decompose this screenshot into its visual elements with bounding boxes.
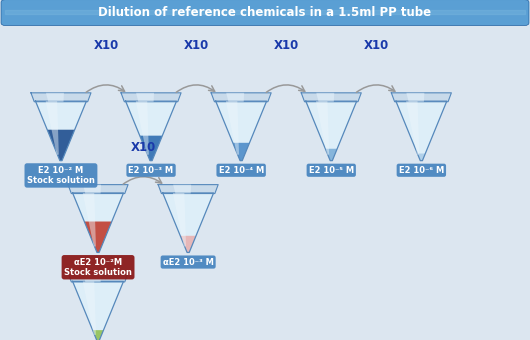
Polygon shape <box>126 101 176 160</box>
Polygon shape <box>5 10 525 14</box>
Text: E2 10⁻² M
Stock solution: E2 10⁻² M Stock solution <box>27 166 95 185</box>
Polygon shape <box>233 143 250 160</box>
Polygon shape <box>46 93 64 102</box>
Polygon shape <box>211 93 271 102</box>
Polygon shape <box>216 101 267 160</box>
Polygon shape <box>68 273 128 282</box>
Text: X10: X10 <box>273 39 299 52</box>
Polygon shape <box>46 101 59 155</box>
Polygon shape <box>391 93 452 102</box>
Polygon shape <box>93 330 103 340</box>
Polygon shape <box>73 282 123 340</box>
Polygon shape <box>121 93 181 102</box>
Polygon shape <box>306 101 357 160</box>
Polygon shape <box>173 185 191 193</box>
Text: E2 10⁻³ M: E2 10⁻³ M <box>128 166 174 175</box>
Polygon shape <box>407 93 425 102</box>
Polygon shape <box>417 153 426 160</box>
Text: αE2 10⁻²M
Stock solution: αE2 10⁻²M Stock solution <box>64 258 132 277</box>
Text: E2 10⁻⁴ M: E2 10⁻⁴ M <box>218 166 264 175</box>
Polygon shape <box>47 130 75 160</box>
Polygon shape <box>68 185 128 193</box>
Polygon shape <box>406 101 419 155</box>
Polygon shape <box>158 185 218 193</box>
Polygon shape <box>301 93 361 102</box>
Text: E2 10⁻⁵ M: E2 10⁻⁵ M <box>308 166 354 175</box>
Polygon shape <box>316 93 334 102</box>
Polygon shape <box>83 193 96 246</box>
Polygon shape <box>140 136 162 160</box>
Polygon shape <box>36 101 86 160</box>
Text: αE2 10⁻³ M: αE2 10⁻³ M <box>163 258 214 267</box>
Text: X10: X10 <box>130 141 156 154</box>
Polygon shape <box>136 93 154 102</box>
Polygon shape <box>31 93 91 102</box>
Polygon shape <box>316 101 329 155</box>
Polygon shape <box>226 101 239 155</box>
Polygon shape <box>163 193 214 252</box>
Polygon shape <box>226 93 244 102</box>
Text: X10: X10 <box>183 39 209 52</box>
Polygon shape <box>396 101 447 160</box>
Polygon shape <box>83 273 101 282</box>
Polygon shape <box>136 101 149 155</box>
FancyBboxPatch shape <box>1 0 529 26</box>
Polygon shape <box>180 236 196 252</box>
Polygon shape <box>83 282 96 335</box>
Text: Dilution of reference chemicals in a 1.5ml PP tube: Dilution of reference chemicals in a 1.5… <box>99 6 431 19</box>
Polygon shape <box>84 222 112 252</box>
Polygon shape <box>325 149 337 160</box>
Polygon shape <box>73 193 123 252</box>
Text: X10: X10 <box>93 39 119 52</box>
Text: E2 10⁻⁶ M: E2 10⁻⁶ M <box>399 166 444 175</box>
Polygon shape <box>173 193 186 246</box>
Text: X10: X10 <box>364 39 389 52</box>
Polygon shape <box>83 185 101 193</box>
